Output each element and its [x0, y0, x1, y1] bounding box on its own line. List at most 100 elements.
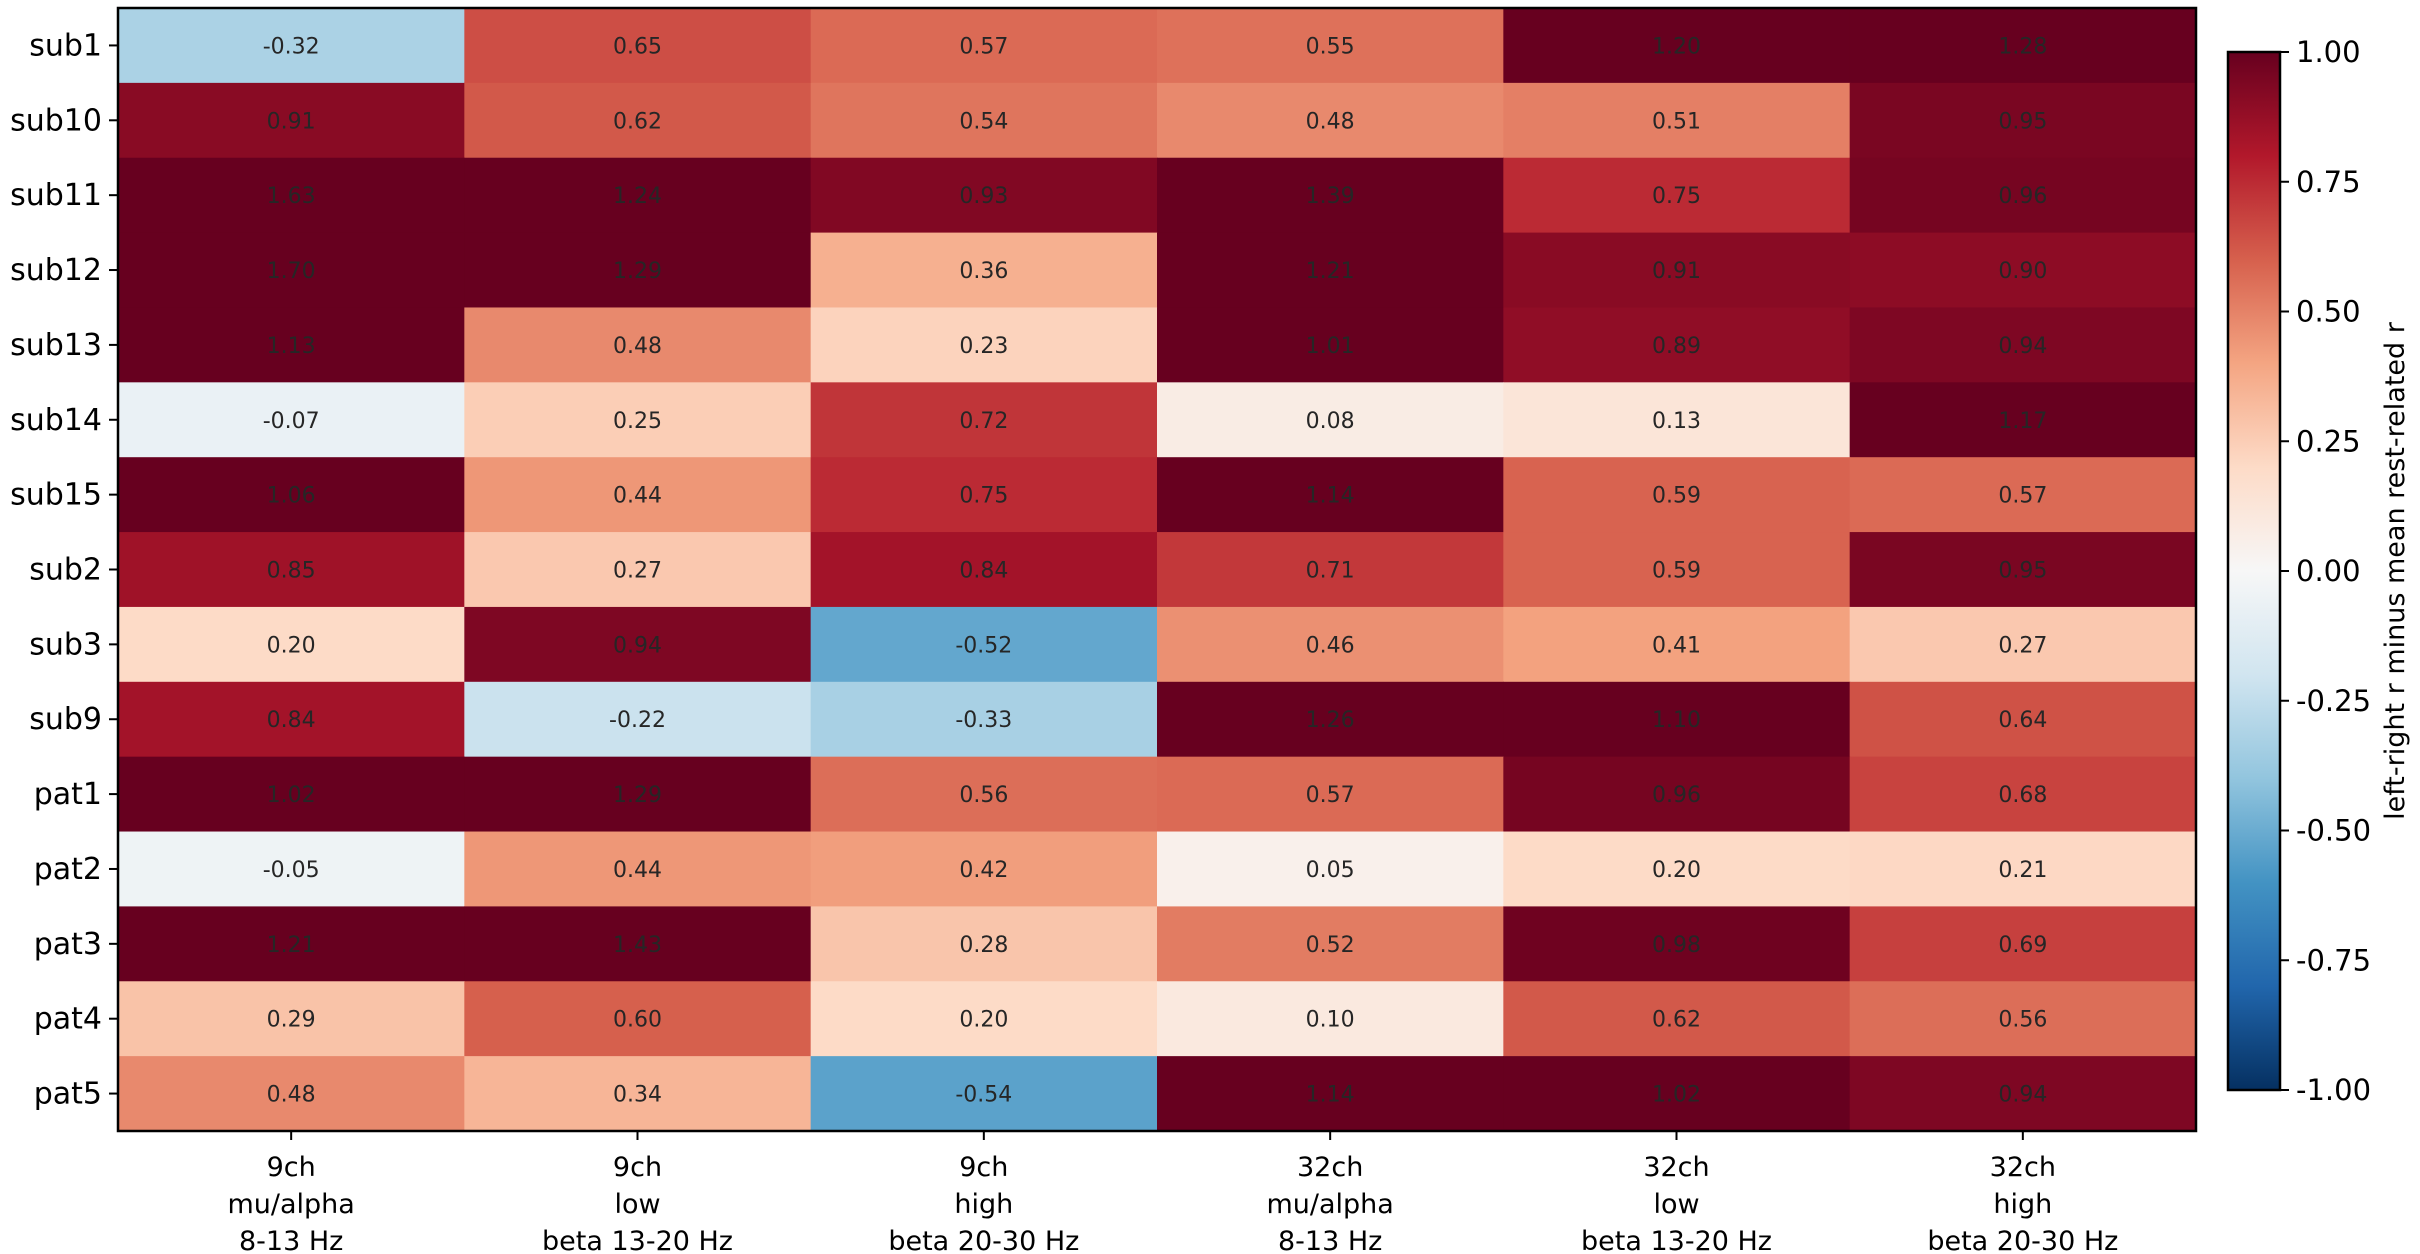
heatmap-cell [810, 307, 1158, 383]
heatmap-cell [810, 981, 1158, 1057]
cell-value: 1.20 [1652, 34, 1701, 59]
cell-value: -0.54 [955, 1083, 1012, 1108]
heatmap-cell [1849, 906, 2197, 982]
heatmap-cell [1157, 8, 1504, 84]
heatmap-cell [1849, 1056, 2197, 1132]
cell-value: 0.10 [1306, 1008, 1355, 1033]
cell-value: 0.41 [1652, 633, 1701, 658]
column-label: beta 13-20 Hz [1581, 1226, 1772, 1254]
cell-value: 0.62 [1652, 1008, 1701, 1033]
cell-value: 0.96 [1998, 184, 2047, 209]
heatmap-cell [464, 681, 812, 758]
heatmap-cell [464, 831, 812, 907]
heatmap-cell [1157, 681, 1504, 758]
row-label: sub15 [10, 478, 102, 513]
heatmap-cell [464, 8, 812, 84]
cell-value: 0.59 [1652, 559, 1701, 584]
heatmap-cell [464, 606, 812, 683]
heatmap-cell [1849, 232, 2197, 309]
heatmap-cell [1503, 1056, 1851, 1132]
heatmap-cell [1503, 157, 1851, 234]
heatmap-cell [810, 157, 1158, 234]
column-label: beta 20-30 Hz [888, 1226, 1079, 1254]
cell-value: 0.05 [1306, 858, 1355, 883]
heatmap-cell [1503, 82, 1851, 159]
heatmap-cell [1503, 532, 1851, 608]
heatmap-cell [1849, 606, 2197, 683]
colorbar-ticks: 1.00 0.75 0.50 0.25 0.00 -0.25 -0.50 -0.75 -1.00 [2280, 35, 2371, 1107]
heatmap-cell [810, 1056, 1158, 1132]
heatmap-cell [118, 906, 465, 982]
heatmap-cell [464, 981, 812, 1057]
cell-value: -0.52 [955, 633, 1012, 658]
heatmap-cell [118, 232, 465, 309]
row-label: sub10 [10, 103, 102, 138]
cell-value: -0.05 [263, 858, 320, 883]
cell-value: 0.75 [1652, 184, 1701, 209]
heatmap-cell [464, 1056, 812, 1132]
cell-value: 0.21 [1998, 858, 2047, 883]
heatmap-cell [118, 157, 465, 234]
colorbar-tick-label: 0.75 [2296, 165, 2361, 199]
cell-value: 0.44 [613, 484, 662, 509]
heatmap-cell [810, 232, 1158, 309]
heatmap-cell [1157, 532, 1504, 608]
cell-value: 0.68 [1998, 783, 2047, 808]
cell-value: 0.69 [1998, 933, 2047, 958]
heatmap-cell [118, 457, 465, 533]
cell-value: 0.94 [1998, 334, 2047, 359]
cell-value: 0.90 [1998, 259, 2047, 284]
heatmap-cell [1849, 681, 2197, 758]
cell-value: 0.36 [959, 259, 1008, 284]
cell-value: 0.57 [959, 34, 1008, 59]
heatmap-cell [1503, 232, 1851, 309]
colorbar-tick-label: -0.75 [2296, 943, 2371, 977]
heatmap-cell [810, 906, 1158, 982]
heatmap-cell [1503, 681, 1851, 758]
heatmap-cell [810, 8, 1158, 84]
cell-value: 0.56 [959, 783, 1008, 808]
column-label: 32ch [1643, 1152, 1709, 1183]
cell-value: 1.02 [267, 783, 316, 808]
cell-value: 0.57 [1998, 484, 2047, 509]
heatmap-cell [464, 906, 812, 982]
cell-value: -0.33 [955, 708, 1012, 733]
cell-value: 0.23 [959, 334, 1008, 359]
heatmap-cell [464, 82, 812, 159]
heatmap-cell [1157, 232, 1504, 309]
colorbar-tick-label: 0.25 [2296, 424, 2361, 458]
cell-value: 0.48 [1306, 109, 1355, 134]
cell-value: 0.95 [1998, 109, 2047, 134]
cell-value: 0.93 [959, 184, 1008, 209]
cell-value: 1.14 [1306, 1083, 1355, 1108]
heatmap-cell [1503, 606, 1851, 683]
column-label: 8-13 Hz [1278, 1226, 1382, 1254]
row-label: sub9 [29, 702, 102, 737]
heatmap-cell [1503, 382, 1851, 458]
heatmap-cells [118, 8, 2197, 1132]
heatmap-cell [464, 457, 812, 533]
cell-value-labels: -0.32 0.65 0.57 0.55 1.20 1.28 0.91 0.62 0.54 0.4… [263, 34, 2048, 1107]
heatmap-cell [1849, 382, 2197, 458]
heatmap-cell [1503, 831, 1851, 907]
cell-value: 0.29 [267, 1008, 316, 1033]
heatmap-cell [1849, 831, 2197, 907]
heatmap-cell [1503, 307, 1851, 383]
cell-value: 0.84 [959, 559, 1008, 584]
cell-value: 0.48 [267, 1083, 316, 1108]
colorbar: 1.00 0.75 0.50 0.25 0.00 -0.25 -0.50 -0.75 -1.00… [2226, 35, 2411, 1107]
cell-value: 0.71 [1306, 559, 1355, 584]
cell-value: 0.94 [1998, 1083, 2047, 1108]
heatmap-cell [118, 831, 465, 907]
cell-value: 1.70 [267, 259, 316, 284]
colorbar-tick-label: 0.00 [2296, 554, 2361, 588]
heatmap-cell [1849, 82, 2197, 159]
heatmap-cell [1157, 82, 1504, 159]
cell-value: 0.59 [1652, 484, 1701, 509]
cell-value: 0.52 [1306, 933, 1355, 958]
cell-value: -0.32 [263, 34, 320, 59]
cell-value: 0.65 [613, 34, 662, 59]
heatmap-cell [118, 981, 465, 1057]
cell-value: 0.55 [1306, 34, 1355, 59]
